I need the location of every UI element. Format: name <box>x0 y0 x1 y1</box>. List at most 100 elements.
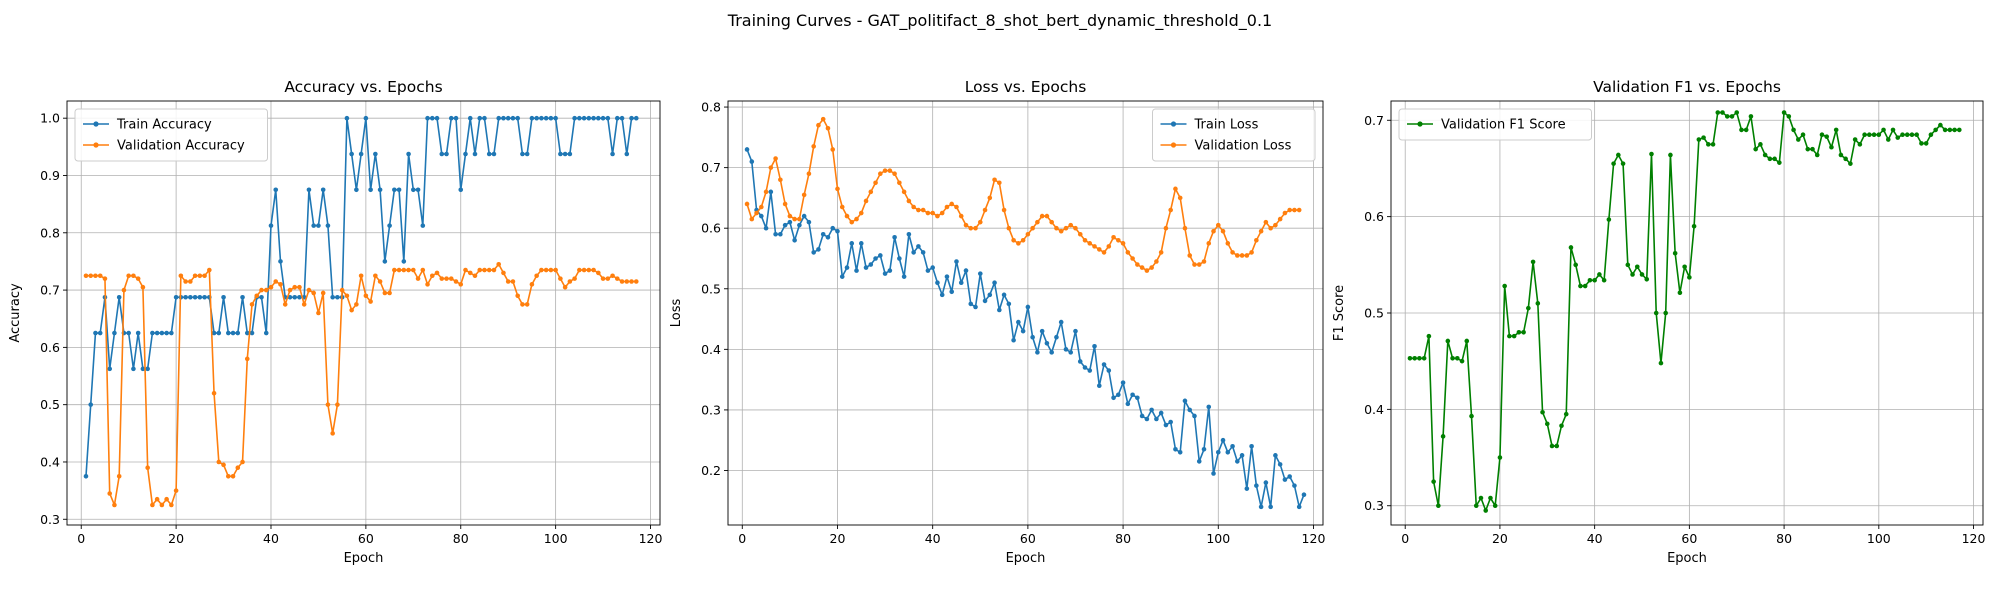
data-point <box>633 279 639 284</box>
x-tick-label: 100 <box>1867 531 1891 546</box>
data-point <box>920 207 926 213</box>
data-point <box>420 223 426 228</box>
data-point <box>749 159 755 164</box>
data-point <box>524 302 530 307</box>
data-point <box>1173 446 1178 452</box>
data-point <box>949 289 955 295</box>
data-point <box>854 268 859 273</box>
data-point <box>1049 219 1054 225</box>
data-point <box>1144 416 1150 422</box>
data-point <box>505 279 511 284</box>
data-point <box>121 287 127 293</box>
data-point <box>1206 404 1212 410</box>
data-point <box>1277 216 1283 222</box>
data-point <box>768 189 774 195</box>
data-point <box>987 292 993 298</box>
data-point <box>1011 337 1016 343</box>
data-point <box>968 301 974 307</box>
data-point <box>1144 268 1150 273</box>
data-point <box>1852 137 1858 142</box>
data-point <box>830 147 836 152</box>
x-tick-label: 100 <box>544 531 568 546</box>
data-point <box>1473 503 1479 509</box>
data-point <box>520 151 525 157</box>
data-point <box>102 276 108 281</box>
data-point <box>1263 480 1269 485</box>
data-point <box>763 225 769 231</box>
data-point <box>1244 486 1250 491</box>
data-point <box>844 213 850 219</box>
data-point <box>958 213 964 219</box>
data-point <box>600 276 606 281</box>
data-point <box>88 402 94 407</box>
data-point <box>1630 272 1635 277</box>
data-point <box>112 502 117 508</box>
data-point <box>1658 360 1664 366</box>
data-point <box>306 187 312 193</box>
chart-panel-3: 0 20 40 60 80 100 120 0.3 0.4 0.5 0.6 0.7 Validation… <box>1332 78 1986 566</box>
data-point <box>1582 283 1588 289</box>
data-point <box>325 223 331 228</box>
data-point <box>887 168 893 173</box>
data-point <box>202 294 207 300</box>
data-point <box>1158 250 1164 255</box>
data-point <box>1691 223 1697 229</box>
data-point <box>997 180 1002 186</box>
data-point <box>1412 355 1417 361</box>
data-point <box>377 279 383 284</box>
data-point <box>226 330 231 336</box>
axes-frame <box>727 100 1324 526</box>
data-point <box>820 231 826 237</box>
data-point <box>1492 503 1498 509</box>
data-point <box>997 307 1002 313</box>
data-point <box>448 276 454 281</box>
data-point <box>963 268 969 273</box>
data-point <box>1767 156 1773 162</box>
legend-box <box>1398 108 1592 141</box>
data-point <box>1724 114 1730 119</box>
data-point <box>1058 319 1064 325</box>
data-point <box>1417 355 1422 361</box>
data-point <box>439 151 445 157</box>
data-point <box>335 294 340 300</box>
data-point <box>501 115 506 121</box>
x-tick-label: 40 <box>263 531 279 546</box>
data-point <box>311 290 316 296</box>
data-point <box>1254 483 1259 488</box>
data-point <box>1101 250 1107 255</box>
data-point <box>1431 479 1436 484</box>
data-point <box>1819 132 1825 138</box>
data-point <box>273 279 279 284</box>
data-point <box>878 253 883 258</box>
data-point <box>1035 350 1040 355</box>
data-point <box>164 496 169 502</box>
data-point <box>811 144 816 149</box>
data-point <box>344 115 350 121</box>
data-point <box>97 330 103 336</box>
data-point <box>524 151 530 157</box>
x-tick-label: 80 <box>453 531 469 546</box>
data-point <box>126 330 131 336</box>
data-point <box>1478 495 1484 501</box>
data-point <box>1177 450 1183 455</box>
data-point <box>126 273 131 279</box>
data-point <box>1154 259 1159 264</box>
data-point <box>619 115 625 121</box>
data-point <box>1087 368 1093 373</box>
data-point <box>806 171 812 176</box>
data-point <box>1914 132 1919 138</box>
data-point <box>1597 272 1602 277</box>
data-point <box>349 151 354 157</box>
data-point <box>515 293 520 299</box>
data-point <box>615 276 620 281</box>
data-point <box>763 189 769 195</box>
data-point <box>1016 241 1021 246</box>
data-point <box>278 259 283 264</box>
data-point <box>482 115 487 121</box>
data-point <box>1077 231 1083 237</box>
x-axis-label: Epoch <box>1667 551 1707 566</box>
data-point <box>1928 132 1934 138</box>
data-point <box>183 294 188 300</box>
data-point <box>992 280 997 286</box>
data-point <box>1748 114 1754 119</box>
